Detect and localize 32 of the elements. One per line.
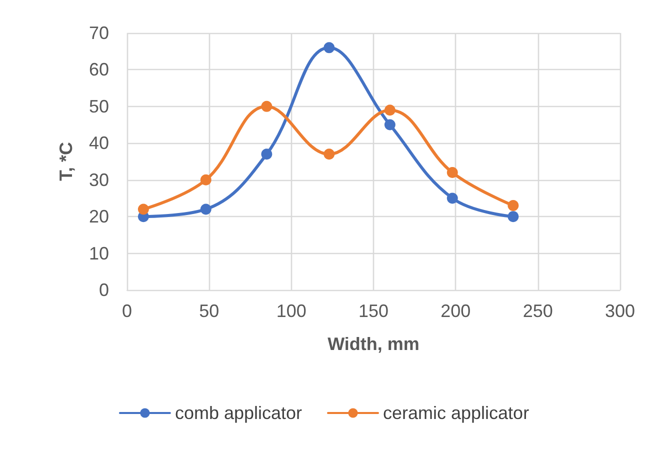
point	[446, 167, 458, 178]
y-tick-label: 20	[88, 206, 109, 227]
point	[324, 42, 335, 54]
point	[261, 100, 272, 112]
x-tick-label: 200	[440, 301, 471, 321]
y-tick-label: 10	[88, 243, 109, 264]
point	[200, 204, 212, 215]
x-axis-title: Width, mm	[328, 334, 420, 354]
point	[384, 119, 396, 130]
x-tick-label: 150	[358, 301, 389, 321]
point	[508, 211, 519, 222]
point	[261, 148, 272, 160]
y-tick-label: 30	[88, 170, 109, 190]
point	[200, 174, 212, 186]
x-tick-label: 300	[604, 301, 636, 321]
y-tick-label: 40	[88, 133, 109, 154]
legend-label: comb applicator	[174, 403, 302, 423]
x-tick-label: 50	[199, 301, 220, 321]
legend-label: ceramic applicator	[383, 403, 530, 423]
y-tick-label: 50	[88, 96, 109, 116]
y-tick-label: 60	[88, 60, 109, 80]
point	[324, 148, 335, 160]
y-tick-label: 70	[88, 23, 109, 43]
point	[446, 192, 458, 204]
point	[138, 204, 149, 215]
y-tick-label: 0	[98, 280, 109, 300]
x-tick-label: 100	[276, 301, 306, 321]
x-tick-label: 250	[522, 301, 553, 321]
y-axis-title: T, *C	[56, 142, 76, 182]
x-tick-label: 0	[122, 301, 132, 321]
point	[384, 104, 396, 116]
point	[508, 200, 519, 212]
